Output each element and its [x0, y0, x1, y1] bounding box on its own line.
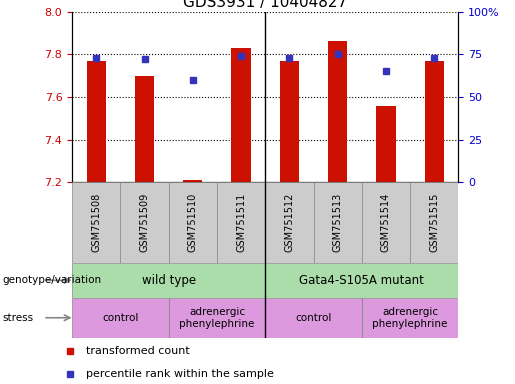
Text: GSM751513: GSM751513 — [333, 193, 342, 252]
Bar — [87, 61, 106, 182]
Text: GSM751511: GSM751511 — [236, 193, 246, 252]
Bar — [314, 182, 362, 263]
Bar — [72, 182, 121, 263]
Bar — [169, 298, 265, 338]
Bar — [72, 298, 169, 338]
Bar — [72, 263, 265, 298]
Bar — [362, 298, 458, 338]
Bar — [265, 182, 314, 263]
Bar — [376, 106, 396, 182]
Text: transformed count: transformed count — [86, 346, 190, 356]
Text: control: control — [102, 313, 139, 323]
Text: adrenergic
phenylephrine: adrenergic phenylephrine — [372, 307, 448, 329]
Text: stress: stress — [3, 313, 33, 323]
Title: GDS3931 / 10404827: GDS3931 / 10404827 — [183, 0, 347, 10]
Text: control: control — [295, 313, 332, 323]
Bar — [265, 298, 362, 338]
Text: GSM751512: GSM751512 — [284, 193, 295, 252]
Text: genotype/variation: genotype/variation — [3, 275, 101, 285]
Bar — [280, 61, 299, 182]
Text: GSM751508: GSM751508 — [91, 193, 101, 252]
Bar — [135, 76, 154, 182]
Bar — [265, 263, 458, 298]
Bar — [410, 182, 458, 263]
Bar — [169, 182, 217, 263]
Bar — [183, 180, 202, 182]
Text: GSM751514: GSM751514 — [381, 193, 391, 252]
Text: adrenergic
phenylephrine: adrenergic phenylephrine — [179, 307, 254, 329]
Bar — [217, 182, 265, 263]
Text: GSM751515: GSM751515 — [429, 193, 439, 252]
Bar — [328, 41, 347, 182]
Text: Gata4-S105A mutant: Gata4-S105A mutant — [299, 274, 424, 287]
Bar — [362, 182, 410, 263]
Bar — [424, 61, 444, 182]
Bar — [231, 48, 251, 182]
Text: GSM751510: GSM751510 — [188, 193, 198, 252]
Text: percentile rank within the sample: percentile rank within the sample — [86, 369, 274, 379]
Text: wild type: wild type — [142, 274, 196, 287]
Bar — [121, 182, 169, 263]
Text: GSM751509: GSM751509 — [140, 193, 149, 252]
